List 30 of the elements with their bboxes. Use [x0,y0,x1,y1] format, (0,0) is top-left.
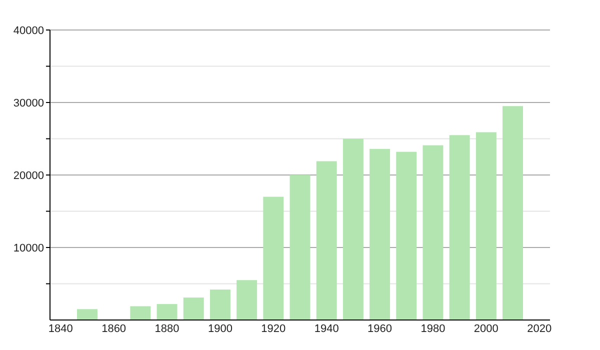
bar [263,196,284,320]
x-tick-label: 1900 [208,323,232,335]
bar [370,148,390,320]
y-tick-label: 20000 [13,170,44,182]
bar [342,138,364,320]
bar [396,152,417,320]
bar [130,306,151,320]
bar [183,298,204,320]
bar [422,145,444,320]
bar [210,290,230,320]
bar [236,280,258,320]
y-tick-label: 10000 [13,242,44,254]
bar [76,309,98,320]
x-tick-label: 2000 [474,323,498,335]
y-tick-label: 40000 [13,24,44,37]
bar [156,304,178,320]
x-tick-label: 1840 [48,323,73,335]
bar [449,135,470,320]
bar [290,175,310,320]
x-tick-label: 2020 [527,323,552,335]
bar [476,132,496,320]
x-tick-label: 1980 [420,323,446,335]
x-tick-label: 1920 [261,323,286,335]
x-tick-label: 1940 [314,323,339,335]
bar [502,106,524,320]
bar [316,161,337,320]
x-tick-label: 1960 [368,323,392,335]
x-tick-label: 1880 [154,323,180,335]
x-tick-label: 1860 [102,323,126,335]
y-tick-label: 30000 [13,97,44,110]
